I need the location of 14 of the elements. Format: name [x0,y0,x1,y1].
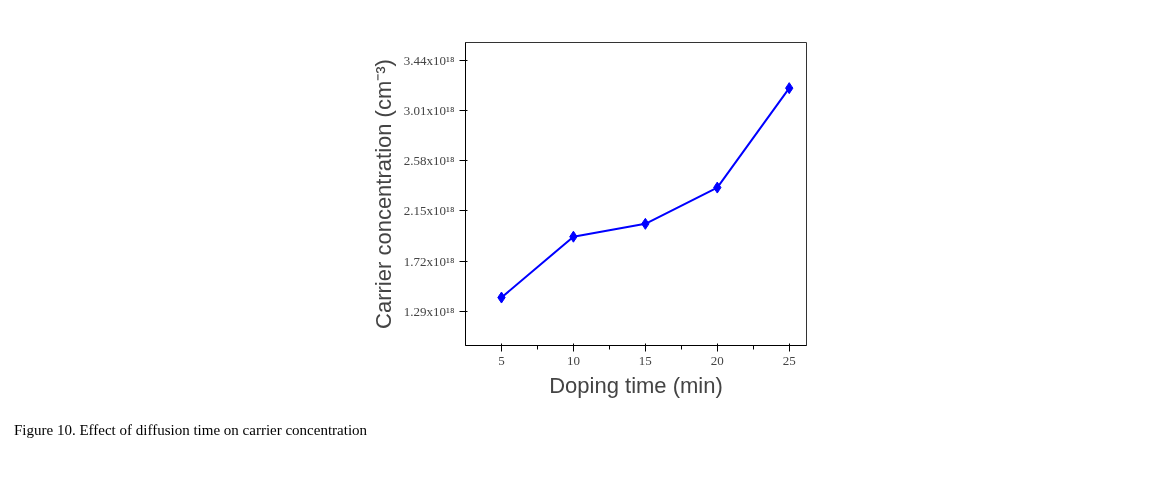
x-tick-label: 5 [498,352,505,368]
y-tick-label: 3.44x10¹⁸ [403,52,455,68]
x-tick-label: 25 [782,352,796,368]
x-tick-label: 10 [566,352,580,368]
caption: Figure 10. Effect of diffusion time on carrier concentration [14,421,368,440]
y-tick-label: 2.58x10¹⁸ [403,153,455,169]
y-tick-label: 1.72x10¹⁸ [403,253,455,269]
y-tick-label: 2.15x10¹⁸ [403,203,455,219]
x-tick-label: 20 [710,352,724,368]
y-axis-title: Carrier concentration (cm⁻³) [370,59,396,329]
x-axis-title: Doping time (min) [549,372,723,398]
x-tick-label: 15 [638,352,652,368]
y-tick-label: 1.29x10¹⁸ [403,304,455,320]
y-tick-label: 3.01x10¹⁸ [403,102,455,118]
